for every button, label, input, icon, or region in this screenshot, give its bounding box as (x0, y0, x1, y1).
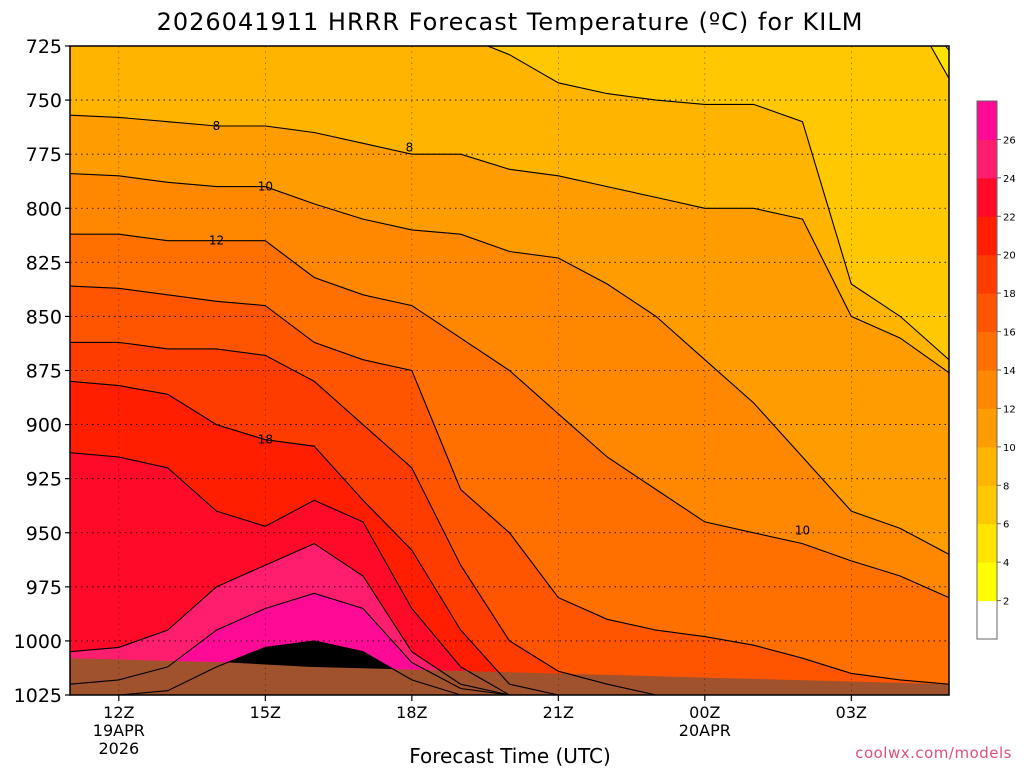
colorbar-label: 16 (1003, 328, 1016, 339)
colorbar-segment (977, 408, 997, 448)
colorbar-label: 22 (1003, 212, 1016, 223)
isotherm-12 (70, 233, 949, 599)
y-tick-label: 925 (26, 469, 62, 491)
y-tick-label: 875 (26, 361, 62, 383)
colorbar-segment (977, 523, 997, 563)
colorbar-label: 12 (1003, 404, 1016, 415)
y-tick-label: 725 (26, 36, 62, 58)
contour-label: 12 (209, 234, 224, 248)
x-tick-label: 15Z (250, 703, 281, 722)
y-tick-label: 975 (26, 577, 62, 599)
contour-label: 8 (406, 141, 414, 155)
y-tick-label: 1025 (14, 685, 62, 707)
y-tick-label: 825 (26, 252, 62, 274)
y-tick-label: 1000 (14, 631, 62, 653)
colorbar-label: 6 (1003, 520, 1009, 531)
isotherm-16 (70, 341, 949, 695)
colorbar-label: 18 (1003, 289, 1016, 300)
colorbar-segment (977, 331, 997, 371)
isotherm-6 (486, 46, 949, 361)
x-tick-label: 19APR (93, 721, 145, 740)
isotherm-14 (70, 285, 949, 685)
y-tick-label: 750 (26, 90, 62, 112)
y-tick-label: 800 (26, 198, 62, 220)
colorbar-label: 8 (1003, 481, 1009, 492)
chart-title: 2026041911 HRRR Forecast Temperature (ºC… (157, 8, 864, 36)
colorbar-segment (977, 101, 997, 140)
colorbar-segment (977, 600, 997, 640)
isotherm-22 (70, 542, 949, 695)
colorbar-label: 2 (1003, 597, 1009, 608)
colorbar-segment (977, 370, 997, 409)
colorbar-label: 26 (1003, 135, 1016, 146)
site-credit: coolwx.com/models (855, 744, 1012, 762)
x-axis-label: Forecast Time (UTC) (409, 744, 611, 768)
colorbar-label: 10 (1003, 443, 1016, 454)
isotherm-10 (70, 173, 949, 555)
colorbar-segment (977, 485, 997, 525)
x-tick-label: 20APR (679, 721, 731, 740)
surface-ground (70, 658, 949, 695)
isotherm-8 (70, 114, 949, 374)
colorbar-segment (977, 139, 997, 179)
isotherm-26 (70, 640, 949, 695)
contour-label: 10 (795, 524, 810, 538)
x-tick-label: 03Z (836, 703, 867, 722)
x-tick-label: 12Z (103, 703, 134, 722)
contour-label: 18 (258, 433, 273, 447)
isotherm-20 (70, 452, 949, 695)
colorbar-segment (977, 562, 997, 602)
colorbar-label: 4 (1003, 558, 1009, 569)
x-tick-label: 18Z (396, 703, 427, 722)
x-tick-label: 00Z (689, 703, 720, 722)
isotherm-18 (70, 380, 949, 695)
colorbar-label: 24 (1003, 174, 1016, 185)
colorbar-segment (977, 177, 997, 217)
contour-label: 8 (213, 119, 221, 133)
colorbar-segment (977, 216, 997, 256)
y-tick-label: 775 (26, 144, 62, 166)
y-tick-label: 950 (26, 523, 62, 545)
colorbar-segment (977, 293, 997, 333)
surface-terrain (70, 658, 949, 695)
contour-labels: 8 8 10 12 18 10 (209, 119, 810, 538)
grid-lines (70, 46, 949, 695)
y-tick-label: 850 (26, 306, 62, 328)
colorbar-label: 14 (1003, 366, 1016, 377)
colorbar-segment (977, 446, 997, 486)
colorbar-segment (977, 254, 997, 294)
contour-label: 10 (258, 180, 273, 194)
isotherm-24 (70, 592, 949, 695)
colorbar-label: 20 (1003, 251, 1016, 262)
y-axis: 725 750 775 800 825 850 875 900 925 950 975 1000 102… (14, 36, 70, 707)
isotherm-contours (70, 46, 949, 695)
x-tick-label: 21Z (543, 703, 574, 722)
y-tick-label: 900 (26, 415, 62, 437)
x-tick-label: 2026 (98, 739, 139, 758)
